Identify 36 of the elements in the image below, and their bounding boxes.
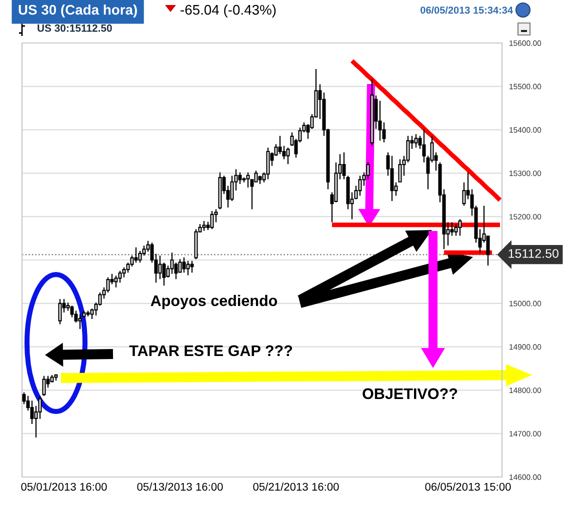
x-tick-label: 05/01/2013 16:00 xyxy=(21,482,107,491)
candlestick xyxy=(114,275,118,288)
candlestick xyxy=(358,175,362,196)
candlestick xyxy=(398,158,402,183)
x-tick-label: 06/05/2013 15:00 xyxy=(425,482,511,491)
text: 06/05/2013 15:34:34 xyxy=(420,6,513,14)
text: -65.04 (-0.43%) xyxy=(180,4,276,18)
annotation: Apoyos cediendo xyxy=(150,294,278,310)
candlestick xyxy=(218,172,222,210)
candlestick xyxy=(134,246,138,264)
candlestick xyxy=(58,298,62,325)
annotation: OBJETIVO?? xyxy=(362,388,458,400)
candlestick xyxy=(182,256,186,274)
candlestick xyxy=(54,374,58,382)
candlestick xyxy=(454,223,458,236)
ref-line-label: 15112.50 xyxy=(508,249,558,258)
x-tick-label: 05/21/2013 16:00 xyxy=(253,482,339,491)
candlestick xyxy=(390,155,394,202)
line-series xyxy=(350,58,502,202)
candlestick xyxy=(286,147,290,165)
candlestick xyxy=(202,220,206,232)
candlestick xyxy=(190,260,194,274)
x-tick-label: 05/13/2013 16:00 xyxy=(137,482,223,491)
chart-subtitle: US 30:15112.50 xyxy=(38,24,112,32)
candlestick xyxy=(42,375,46,396)
chart-title: US 30 (Cada hora) xyxy=(18,4,137,18)
candlestick xyxy=(86,310,90,317)
candlestick xyxy=(370,78,374,146)
candlestick xyxy=(414,134,418,148)
annotation: TAPAR ESTE GAP ??? xyxy=(129,345,292,356)
candlestick xyxy=(210,210,214,230)
candlestick xyxy=(78,314,82,330)
candlestick xyxy=(118,270,122,284)
candlestick xyxy=(186,260,190,276)
candlestick xyxy=(458,218,462,236)
candlestick xyxy=(266,147,270,180)
